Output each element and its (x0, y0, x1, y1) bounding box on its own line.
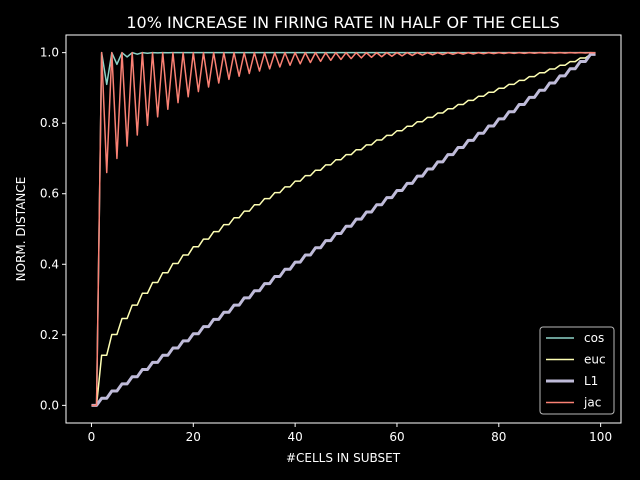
y-tick-label: 0.2 (40, 328, 59, 342)
y-axis-label: NORM. DISTANCE (14, 177, 28, 282)
x-tick-label: 40 (287, 430, 302, 444)
plot-frame (65, 34, 622, 424)
y-tick-label: 0.6 (40, 187, 59, 201)
series-line-jac (91, 51, 596, 407)
chart-title: 10% INCREASE IN FIRING RATE IN HALF OF T… (126, 13, 559, 32)
y-tick-label: 0.4 (40, 257, 59, 271)
legend-box (539, 326, 615, 415)
x-tick-label: 80 (491, 430, 506, 444)
y-tick-label: 1.0 (40, 46, 59, 60)
series-line-euc (91, 53, 596, 407)
legend-label-cos: cos (584, 331, 604, 345)
y-tick-label: 0.0 (40, 398, 59, 412)
legend-label-euc: euc (584, 353, 606, 367)
y-tick-label: 0.8 (40, 116, 59, 130)
x-tick-label: 100 (589, 430, 612, 444)
x-tick-label: 0 (88, 430, 96, 444)
x-tick-label: 60 (389, 430, 404, 444)
x-tick-label: 20 (186, 430, 201, 444)
series-line-l1 (91, 52, 596, 407)
legend: cos euc L1 jac (539, 326, 615, 415)
series-layer (91, 51, 596, 407)
legend-label-jac: jac (583, 396, 601, 410)
ticks-layer: 0 20 40 60 80 100 0.0 0.2 0.4 0.6 0.8 1.0 (40, 46, 612, 444)
x-axis-label: #CELLS IN SUBSET (286, 451, 401, 465)
legend-label-l1: L1 (584, 374, 598, 388)
